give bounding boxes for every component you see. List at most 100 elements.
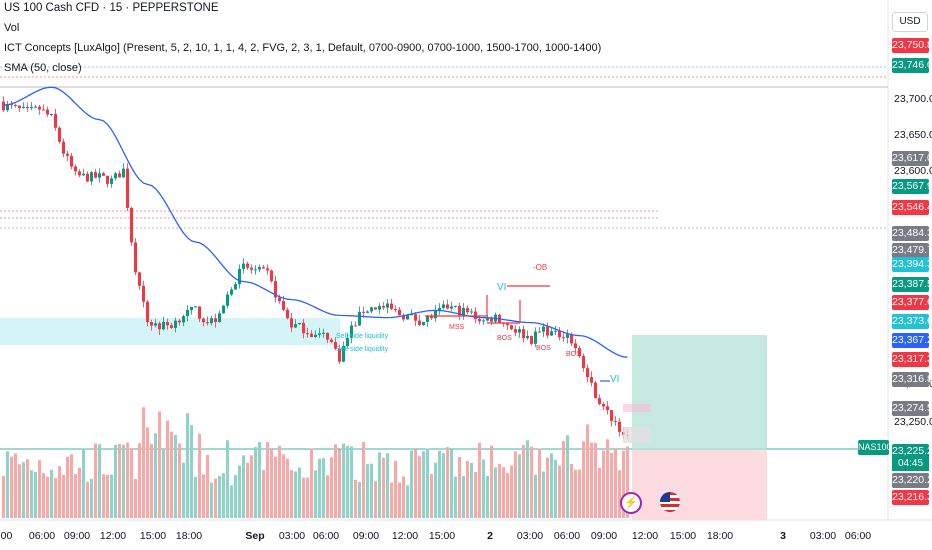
- volume-bar: [286, 458, 289, 518]
- candle-body: [290, 318, 293, 328]
- volume-bar: [22, 462, 25, 518]
- candle-body: [302, 322, 305, 334]
- candle-body: [6, 104, 9, 111]
- volume-bar: [218, 475, 221, 518]
- candle-body: [46, 109, 49, 115]
- volume-bar: [274, 456, 277, 518]
- volume-bar: [126, 442, 129, 518]
- candle-body: [58, 127, 61, 142]
- volume-bar: [94, 443, 97, 518]
- volume-bar: [430, 473, 433, 518]
- time-tick-label: :00: [0, 530, 13, 542]
- candle-body: [22, 106, 25, 109]
- candle-body: [98, 173, 101, 178]
- candle-body: [586, 368, 589, 378]
- candle-body: [278, 297, 281, 302]
- volume-bar: [322, 458, 325, 518]
- candle-body: [54, 114, 57, 128]
- volume-bar: [482, 459, 485, 518]
- volume-bar: [510, 465, 513, 518]
- candle-body: [334, 341, 337, 349]
- volume-bar: [406, 485, 409, 518]
- volume-bar: [2, 475, 5, 518]
- volume-bar: [58, 466, 61, 518]
- volume-bar: [554, 459, 557, 518]
- volume-bar: [258, 441, 261, 518]
- candle-body: [606, 406, 609, 411]
- candle-body: [178, 320, 181, 323]
- volume-bar: [402, 476, 405, 518]
- candle-body: [458, 305, 461, 316]
- candle-body: [362, 311, 365, 313]
- candle-body: [610, 410, 613, 421]
- candle-body: [370, 307, 373, 312]
- volume-indicator-label[interactable]: Vol: [4, 22, 20, 34]
- volume-bar: [174, 434, 177, 518]
- volume-bar: [162, 449, 165, 518]
- time-tick-label: 09:00: [590, 530, 618, 542]
- volume-bar: [54, 477, 57, 518]
- volume-bar: [490, 445, 493, 518]
- candle-body: [570, 333, 573, 344]
- volume-bar: [534, 474, 537, 518]
- candle-body: [310, 333, 313, 338]
- sell-side-liquidity-zone: [0, 318, 340, 345]
- price-label: 23,216.3: [892, 490, 932, 505]
- time-tick-label: 06:00: [844, 530, 872, 542]
- candle-body: [418, 320, 421, 325]
- us-flag-icon[interactable]: [660, 492, 680, 512]
- candle-body: [522, 329, 525, 339]
- candle-body: [10, 104, 13, 106]
- price-label: 23,617.0: [892, 151, 932, 166]
- structure-markers: [425, 285, 610, 382]
- volume-bar: [214, 478, 217, 518]
- volume-bar: [550, 453, 553, 518]
- volume-bar: [342, 443, 345, 518]
- candle-body: [282, 301, 285, 310]
- candle-body: [330, 339, 333, 342]
- candle-body: [62, 141, 65, 154]
- price-label: 23,316.8: [892, 372, 932, 387]
- candle-body: [590, 377, 593, 383]
- price-label: 23,750.8: [892, 38, 932, 53]
- candle-body: [414, 314, 417, 321]
- position-profit-zone[interactable]: [632, 335, 767, 450]
- candle-body: [346, 337, 349, 346]
- sma-indicator-label[interactable]: SMA (50, close): [4, 62, 82, 74]
- currency-button[interactable]: USD: [892, 12, 928, 32]
- candle-body: [410, 314, 413, 316]
- volume-bar: [618, 470, 621, 518]
- candle-body: [366, 311, 369, 313]
- candle-body: [214, 318, 217, 323]
- price-label: 23,373.6: [892, 314, 932, 329]
- volume-bar: [434, 462, 437, 518]
- ict-indicator-label[interactable]: ICT Concepts [LuxAlgo] (Present, 5, 2, 1…: [4, 42, 602, 54]
- volume-bar: [606, 439, 609, 518]
- position-loss-zone[interactable]: [632, 450, 767, 520]
- volume-bar: [10, 456, 13, 518]
- volume-bar: [562, 441, 565, 518]
- volume-bar: [170, 431, 173, 518]
- candle-body: [422, 321, 425, 325]
- volume-bar: [42, 473, 45, 518]
- candle-body: [486, 318, 489, 321]
- liquidity-label: Sell-side liquidity: [336, 333, 389, 340]
- candle-body: [14, 105, 17, 107]
- volume-bar: [358, 481, 361, 518]
- price-label: 23,367.2: [892, 333, 932, 348]
- volume-bar: [294, 471, 297, 518]
- candle-body: [314, 334, 317, 338]
- candle-body: [530, 335, 533, 344]
- volume-bar: [378, 452, 381, 518]
- volume-bar: [254, 447, 257, 518]
- lightning-icon[interactable]: ⚡: [620, 492, 642, 514]
- candle-body: [598, 398, 601, 404]
- volume-bar: [134, 478, 137, 518]
- candle-body: [374, 307, 377, 310]
- volume-bar: [522, 444, 525, 518]
- volume-bar: [246, 462, 249, 518]
- candle-body: [390, 303, 393, 310]
- candle-body: [122, 168, 125, 178]
- volume-bar: [526, 440, 529, 518]
